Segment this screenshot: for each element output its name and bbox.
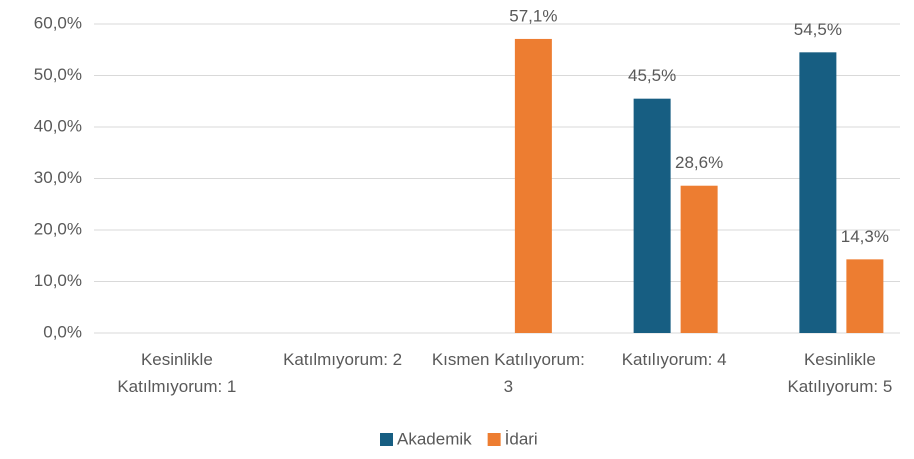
bar — [633, 98, 671, 333]
bar — [680, 185, 718, 333]
legend-swatch — [487, 433, 501, 446]
x-tick-label: Katılmıyorum: 2 — [283, 350, 403, 369]
bar — [799, 52, 837, 333]
y-tick-label: 0,0% — [43, 322, 82, 341]
bar — [514, 38, 552, 334]
legend-label: İdari — [505, 429, 538, 448]
y-tick-label: 60,0% — [34, 13, 82, 32]
x-tick-label: Kesinlikle Katılmıyorum: 1 — [117, 350, 237, 396]
y-tick-label: 20,0% — [34, 219, 82, 238]
y-tick-label: 50,0% — [34, 65, 82, 84]
y-tick-label: 10,0% — [34, 271, 82, 290]
legend-swatch — [380, 433, 393, 446]
data-label: 14,3% — [841, 227, 889, 246]
bar — [846, 259, 884, 333]
data-label: 54,5% — [794, 20, 842, 39]
data-label: 28,6% — [675, 153, 723, 172]
data-label: 57,1% — [509, 6, 557, 25]
data-label: 45,5% — [628, 66, 676, 85]
legend-label: Akademik — [397, 429, 472, 448]
x-tick-label: Kısmen Katılıyorum: 3 — [431, 350, 585, 396]
y-tick-label: 40,0% — [34, 116, 82, 135]
y-tick-label: 30,0% — [34, 168, 82, 187]
x-tick-label: Katılıyorum: 4 — [621, 350, 727, 369]
x-tick-label: Kesinlikle Katılıyorum: 5 — [787, 350, 893, 396]
